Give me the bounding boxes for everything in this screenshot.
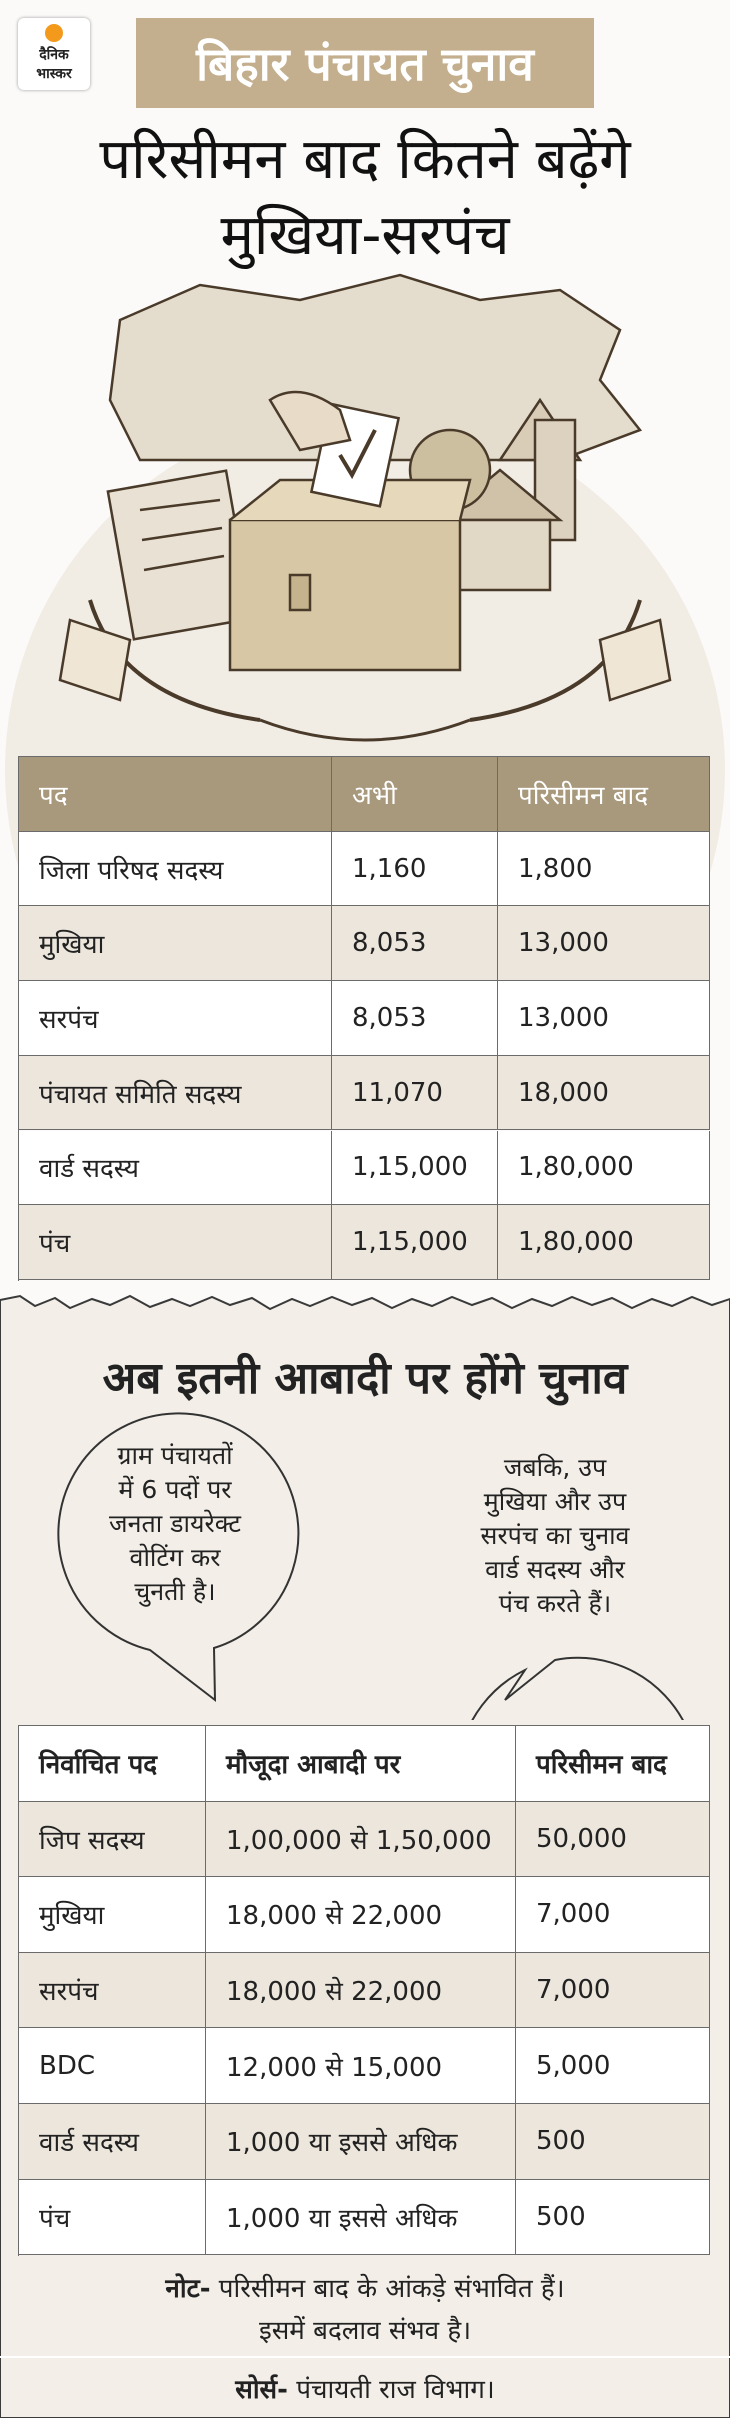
table-cell: 11,070 <box>332 1055 498 1131</box>
bubble-line: जबकि, उप <box>503 1453 607 1482</box>
table-cell: 500 <box>516 2104 710 2180</box>
note-text: परिसीमन बाद के आंकड़े संभावित हैं। <box>218 2274 565 2304</box>
note-label: नोट- <box>165 2274 211 2304</box>
speech-bubbles <box>57 1412 684 1720</box>
bubble-line: ग्राम पंचायतों <box>117 1441 233 1470</box>
headline: परिसीमन बाद कितने बढ़ेंगे मुखिया-सरपंच <box>0 122 730 274</box>
table-cell: सरपंच <box>19 981 332 1056</box>
bubble-line: वोटिंग कर <box>129 1543 221 1572</box>
table-cell: 5,000 <box>516 2028 710 2104</box>
illustration <box>58 273 672 742</box>
section-title: अब इतनी आबादी पर होंगे चुनाव <box>102 1353 628 1404</box>
table-cell: BDC <box>19 2028 206 2104</box>
table-cell: 12,000 से 15,000 <box>206 2028 516 2104</box>
header-tag: बिहार पंचायत चुनाव <box>136 18 594 108</box>
column-header: अभी <box>332 757 498 832</box>
bubble-line: वार्ड सदस्य और <box>485 1555 625 1584</box>
column-header: निर्वाचित पद <box>19 1726 206 1802</box>
column-header: मौजूदा आबादी पर <box>206 1726 516 1802</box>
table-cell: 1,000 या इससे अधिक <box>206 2104 516 2180</box>
table-cell: सरपंच <box>19 1952 206 2029</box>
logo-text: भास्कर <box>36 66 72 82</box>
table-cell: 13,000 <box>498 906 710 982</box>
table-cell: 13,000 <box>498 981 710 1056</box>
table-cell: 18,000 <box>498 1055 710 1131</box>
note-line: नोट- परिसीमन बाद के आंकड़े संभावित हैं। <box>0 2268 730 2310</box>
table-cell: 18,000 से 22,000 <box>206 1877 516 1953</box>
bubble-line: मुखिया और उप <box>483 1487 627 1516</box>
headline-line: मुखिया-सरपंच <box>220 203 510 268</box>
logo-text: दैनिक <box>39 47 69 63</box>
bubble-line: में 6 पदों पर <box>118 1475 232 1504</box>
table-cell: 18,000 से 22,000 <box>206 1952 516 2029</box>
table-cell: पंच <box>19 1205 332 1280</box>
table-cell: 7,000 <box>516 1877 710 1953</box>
table-cell: 1,000 या इससे अधिक <box>206 2179 516 2256</box>
logo: दैनिक भास्कर <box>18 18 90 90</box>
note: नोट- परिसीमन बाद के आंकड़े संभावित हैं। … <box>0 2268 730 2352</box>
bubble-right <box>471 1656 684 1720</box>
table-cell: 1,80,000 <box>498 1130 710 1206</box>
table-cell: 50,000 <box>516 1801 710 1878</box>
table-cell: वार्ड सदस्य <box>19 1130 332 1206</box>
table-cell: 1,15,000 <box>332 1130 498 1206</box>
table-cell: पंचायत समिति सदस्य <box>19 1055 332 1131</box>
note-line: इसमें बदलाव संभव है। <box>258 2316 472 2346</box>
bubble-left-text: ग्राम पंचायतों में 6 पदों पर जनता डायरेक्ट… <box>55 1438 295 1638</box>
table-cell: 1,15,000 <box>332 1205 498 1280</box>
source-label: सोर्स- <box>235 2375 288 2405</box>
bubble-right-text: जबकि, उप मुखिया और उप सरपंच का चुनाव वार्ड … <box>435 1450 675 1650</box>
column-header: परिसीमन बाद <box>498 757 710 832</box>
table-cell: मुखिया <box>19 906 332 982</box>
headline-line: परिसीमन बाद कितने बढ़ेंगे <box>99 127 631 192</box>
table-cell: वार्ड सदस्य <box>19 2104 206 2180</box>
column-header: पद <box>19 757 332 832</box>
bubble-left <box>57 1412 300 1703</box>
table-cell: 8,053 <box>332 981 498 1056</box>
table-cell: मुखिया <box>19 1877 206 1953</box>
source-text: पंचायती राज विभाग। <box>296 2375 495 2405</box>
bubble-line: पंच करते हैं। <box>498 1589 612 1618</box>
source: सोर्स- पंचायती राज विभाग। <box>0 2370 730 2406</box>
table-cell: 1,00,000 से 1,50,000 <box>206 1801 516 1878</box>
table-cell: 1,80,000 <box>498 1205 710 1280</box>
table-population-posts: पद अभी परिसीमन बाद जिला परिषद सदस्य 1,160 1,8… <box>18 756 710 1281</box>
bubble-line: सरपंच का चुनाव <box>480 1521 630 1550</box>
table-cell: 500 <box>516 2179 710 2256</box>
table-cell: 7,000 <box>516 1952 710 2029</box>
table-cell: 1,800 <box>498 831 710 907</box>
divider <box>0 2356 730 2358</box>
table-cell: 1,160 <box>332 831 498 907</box>
bubble-line: चुनती है। <box>134 1577 216 1606</box>
table-population-criteria: निर्वाचित पद मौजूदा आबादी पर परिसीमन बाद जि… <box>18 1725 710 2256</box>
table-cell: जिप सदस्य <box>19 1801 206 1878</box>
logo-sun <box>45 24 63 42</box>
table-cell: जिला परिषद सदस्य <box>19 831 332 907</box>
table-cell: पंच <box>19 2179 206 2256</box>
table-cell: 8,053 <box>332 906 498 982</box>
bubble-line: जनता डायरेक्ट <box>109 1509 241 1538</box>
column-header: परिसीमन बाद <box>516 1726 710 1802</box>
